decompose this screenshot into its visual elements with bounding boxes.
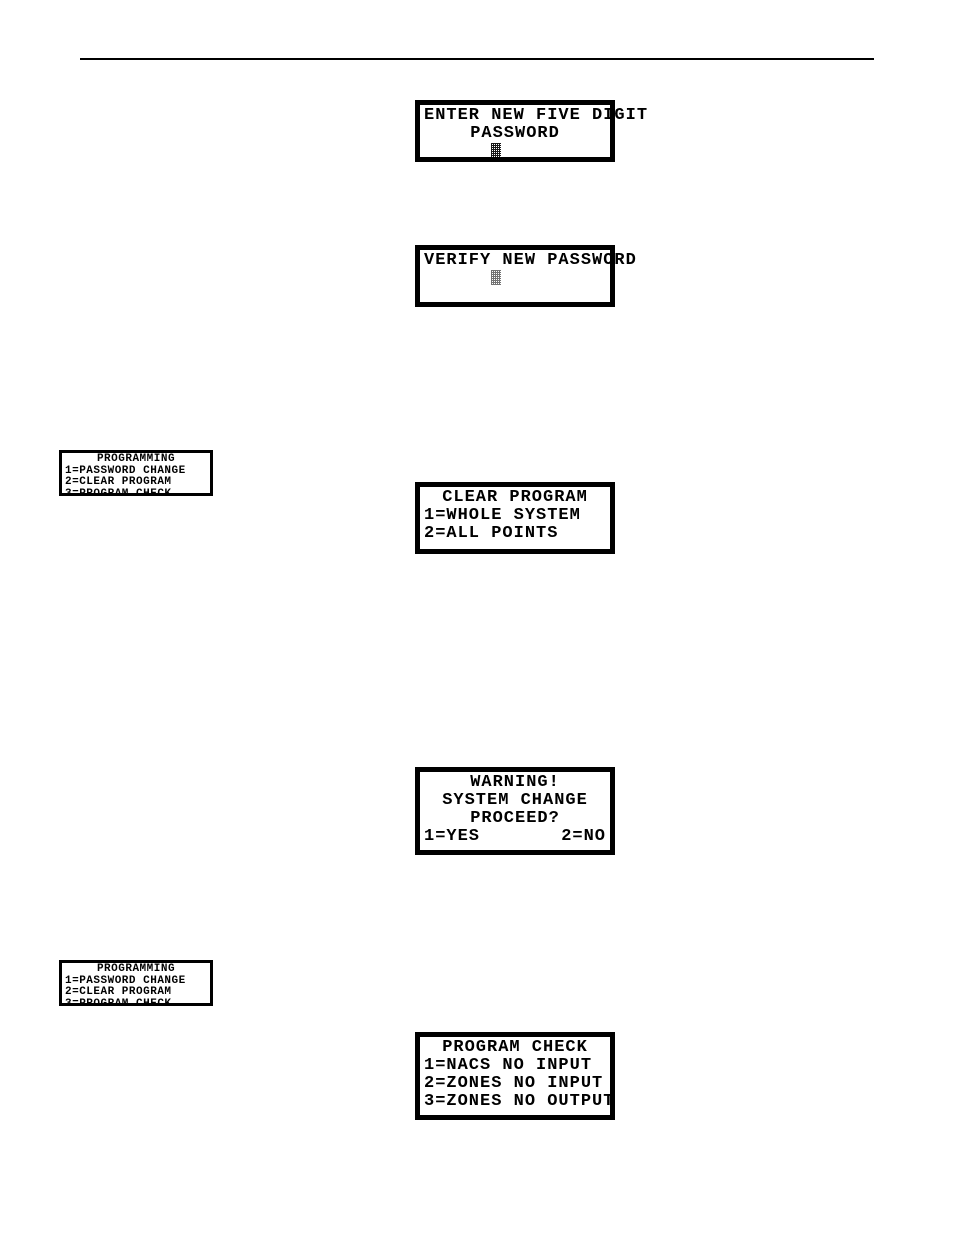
option-yes: 1=YES <box>424 828 480 846</box>
lcd-line: PASSWORD <box>424 125 606 143</box>
lcd-line: 1=YES 2=NO <box>424 828 606 846</box>
lcd-line: WARNING! <box>424 774 606 792</box>
lcd-cursor-line <box>424 270 606 289</box>
lcd-warning: WARNING! SYSTEM CHANGE PROCEED? 1=YES 2=… <box>415 767 615 855</box>
cursor-icon <box>491 270 501 285</box>
lcd-line: CLEAR PROGRAM <box>424 489 606 507</box>
menu-option: 3=PROGRAM CHECK <box>65 999 207 1011</box>
lcd-verify-password: VERIFY NEW PASSWORD <box>415 245 615 307</box>
option-no: 2=NO <box>561 828 606 846</box>
page-rule <box>80 58 874 60</box>
lcd-line: 1=WHOLE SYSTEM <box>424 507 606 525</box>
menu-title: PROGRAMMING <box>65 964 207 976</box>
lcd-line: 3=ZONES NO OUTPUT <box>424 1093 606 1111</box>
lcd-line: 2=ZONES NO INPUT <box>424 1075 606 1093</box>
lcd-line: VERIFY NEW PASSWORD <box>424 252 606 270</box>
lcd-line: PROGRAM CHECK <box>424 1039 606 1057</box>
lcd-line: 2=ALL POINTS <box>424 525 606 543</box>
lcd-cursor-line <box>424 143 606 162</box>
lcd-line: PROCEED? <box>424 810 606 828</box>
lcd-programming-menu: PROGRAMMING 1=PASSWORD CHANGE 2=CLEAR PR… <box>59 450 213 496</box>
lcd-clear-program: CLEAR PROGRAM 1=WHOLE SYSTEM 2=ALL POINT… <box>415 482 615 554</box>
lcd-line: SYSTEM CHANGE <box>424 792 606 810</box>
lcd-line: 1=NACS NO INPUT <box>424 1057 606 1075</box>
menu-option: 3=PROGRAM CHECK <box>65 489 207 501</box>
lcd-line: ENTER NEW FIVE DIGIT <box>424 107 606 125</box>
menu-option: 2=CLEAR PROGRAM <box>65 987 207 999</box>
lcd-programming-menu: PROGRAMMING 1=PASSWORD CHANGE 2=CLEAR PR… <box>59 960 213 1006</box>
menu-option: 2=CLEAR PROGRAM <box>65 477 207 489</box>
lcd-program-check: PROGRAM CHECK 1=NACS NO INPUT 2=ZONES NO… <box>415 1032 615 1120</box>
lcd-enter-password: ENTER NEW FIVE DIGIT PASSWORD <box>415 100 615 162</box>
cursor-icon <box>491 143 501 158</box>
menu-title: PROGRAMMING <box>65 454 207 466</box>
